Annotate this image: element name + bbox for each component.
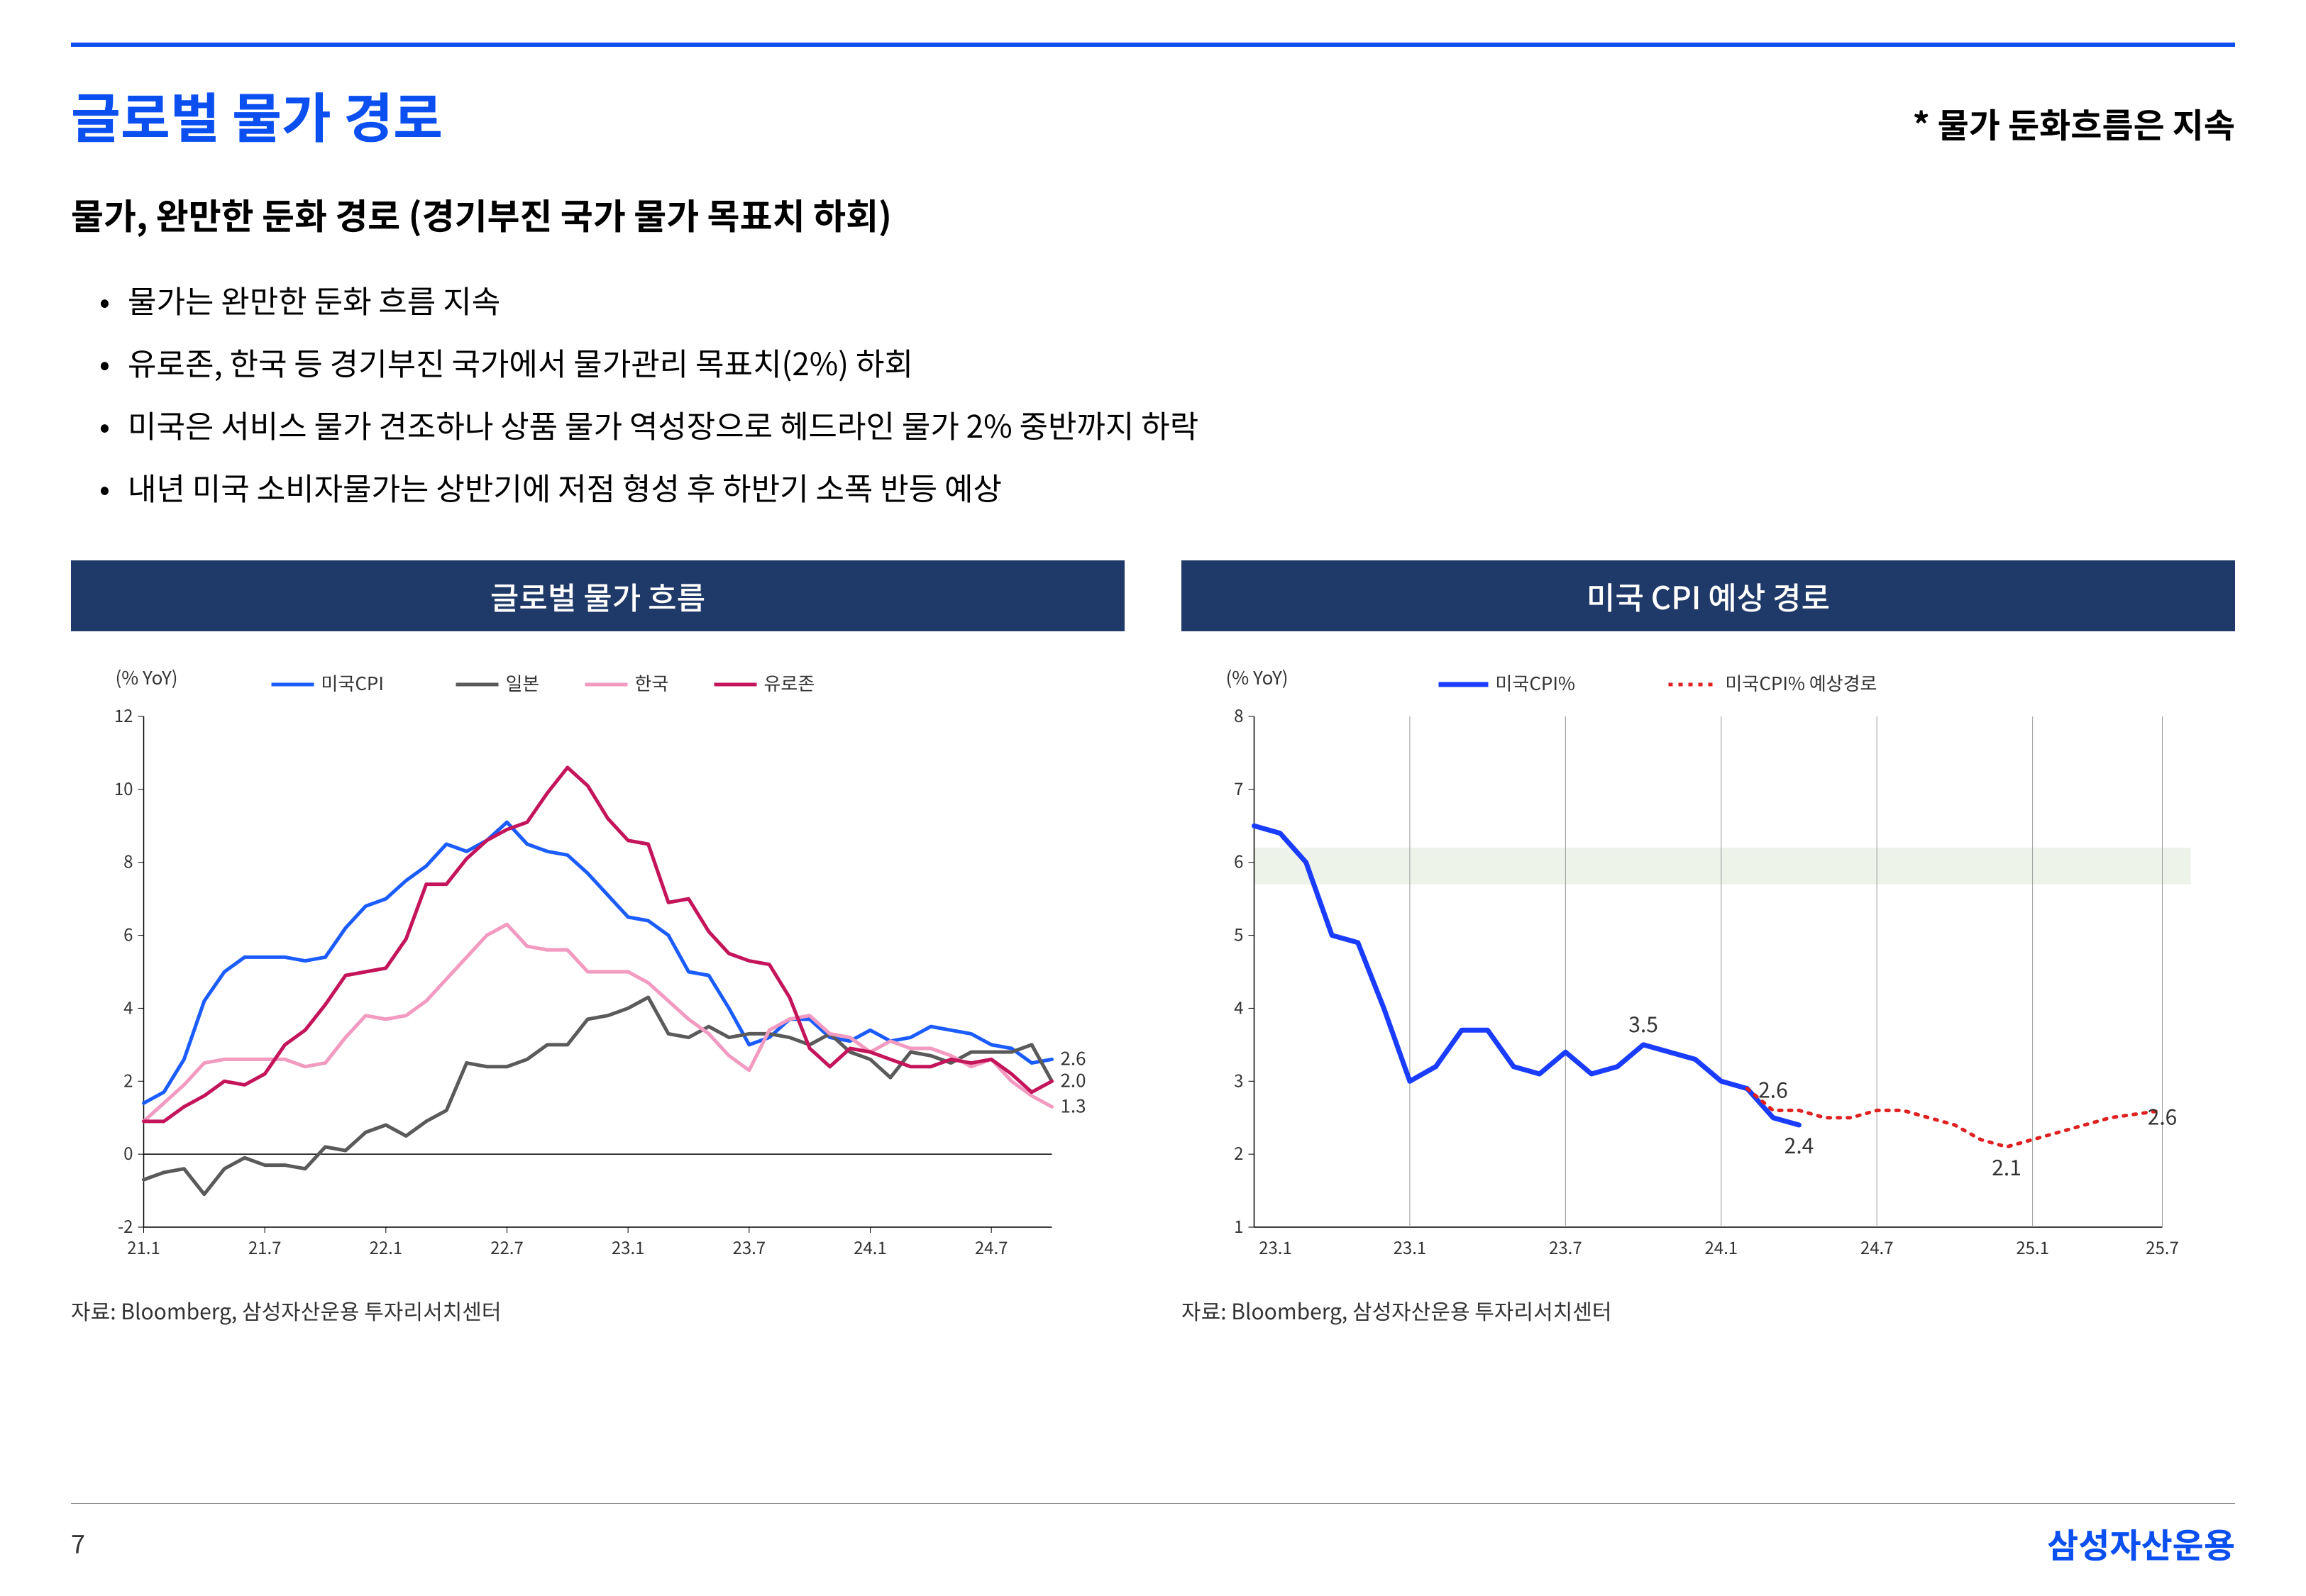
svg-text:25.1: 25.1: [2016, 1234, 2049, 1259]
bullet-item: 내년 미국 소비자물가는 상반기에 저점 형성 후 하반기 소폭 반등 예상: [99, 455, 2235, 518]
svg-text:25.7: 25.7: [2146, 1234, 2179, 1259]
svg-text:21.1: 21.1: [127, 1234, 160, 1259]
chart-left-svg: (% YoY)미국CPI일본한국유로존-202468101221.121.722…: [71, 653, 1125, 1277]
svg-text:2.4: 2.4: [1784, 1129, 1814, 1160]
svg-text:8: 8: [123, 848, 133, 873]
chart-left-panel: 글로벌 물가 흐름 (% YoY)미국CPI일본한국유로존-2024681012…: [71, 560, 1125, 1326]
svg-text:22.7: 22.7: [490, 1234, 524, 1259]
chart-left-title: 글로벌 물가 흐름: [71, 560, 1125, 631]
chart-right-panel: 미국 CPI 예상 경로 (% YoY)미국CPI%미국CPI% 예상경로123…: [1181, 560, 2235, 1326]
svg-text:23.1: 23.1: [1394, 1234, 1427, 1259]
chart-left-source: 자료: Bloomberg, 삼성자산운용 투자리서치센터: [71, 1295, 1125, 1326]
svg-text:12: 12: [114, 702, 133, 727]
svg-text:1.3: 1.3: [1061, 1092, 1086, 1118]
svg-text:미국CPI: 미국CPI: [321, 670, 385, 696]
bullet-item: 미국은 서비스 물가 견조하나 상품 물가 역성장으로 헤드라인 물가 2% 중…: [99, 393, 2235, 455]
section-heading: 물가, 완만한 둔화 경로 (경기부진 국가 물가 목표치 하회): [71, 189, 2235, 240]
svg-text:미국CPI% 예상경로: 미국CPI% 예상경로: [1726, 670, 1877, 696]
svg-text:23.7: 23.7: [733, 1234, 766, 1259]
svg-text:23.1: 23.1: [1259, 1234, 1292, 1259]
bullet-item: 물가는 완만한 둔화 흐름 지속: [99, 268, 2235, 331]
svg-text:0: 0: [123, 1140, 133, 1165]
svg-text:24.7: 24.7: [1860, 1234, 1894, 1259]
svg-text:10: 10: [114, 775, 133, 800]
svg-text:23.1: 23.1: [612, 1234, 645, 1259]
svg-text:2.6: 2.6: [2148, 1099, 2178, 1131]
svg-text:22.1: 22.1: [370, 1234, 403, 1259]
svg-text:24.1: 24.1: [854, 1234, 887, 1259]
bullet-item: 유로존, 한국 등 경기부진 국가에서 물가관리 목표치(2%) 하회: [99, 331, 2235, 393]
svg-text:8: 8: [1234, 702, 1243, 727]
header-note: * 물가 둔화흐름은 지속: [1913, 98, 2235, 148]
svg-text:24.1: 24.1: [1704, 1234, 1738, 1259]
chart-right-title: 미국 CPI 예상 경로: [1181, 560, 2235, 631]
svg-text:2.1: 2.1: [1992, 1151, 2021, 1182]
svg-text:(% YoY): (% YoY): [1226, 664, 1289, 690]
svg-text:유로존: 유로존: [764, 670, 815, 696]
svg-text:23.7: 23.7: [1549, 1234, 1582, 1259]
svg-text:(% YoY): (% YoY): [116, 664, 178, 690]
svg-text:3.5: 3.5: [1628, 1007, 1658, 1038]
svg-text:일본: 일본: [506, 670, 540, 696]
svg-text:미국CPI%: 미국CPI%: [1496, 670, 1575, 696]
svg-text:2: 2: [123, 1067, 133, 1092]
bullet-list: 물가는 완만한 둔화 흐름 지속 유로존, 한국 등 경기부진 국가에서 물가관…: [99, 268, 2235, 518]
svg-text:2.6: 2.6: [1758, 1073, 1788, 1104]
svg-text:6: 6: [123, 921, 133, 946]
svg-text:4: 4: [123, 994, 133, 1019]
brand-logo: 삼성자산운용: [2047, 1518, 2235, 1568]
svg-text:5: 5: [1234, 921, 1243, 946]
chart-right-source: 자료: Bloomberg, 삼성자산운용 투자리서치센터: [1181, 1295, 2235, 1326]
svg-text:4: 4: [1234, 994, 1243, 1019]
svg-text:2: 2: [1234, 1140, 1243, 1165]
svg-text:2.0: 2.0: [1061, 1066, 1086, 1092]
svg-text:1: 1: [1234, 1213, 1243, 1238]
page-number: 7: [71, 1524, 85, 1561]
page-title: 글로벌 물가 경로: [71, 75, 443, 153]
svg-text:21.7: 21.7: [248, 1234, 282, 1259]
footer: 7 삼성자산운용: [71, 1503, 2235, 1568]
top-rule: [71, 43, 2235, 47]
svg-text:6: 6: [1234, 848, 1243, 873]
svg-text:7: 7: [1234, 775, 1243, 800]
charts-row: 글로벌 물가 흐름 (% YoY)미국CPI일본한국유로존-2024681012…: [71, 560, 2235, 1326]
chart-right-svg: (% YoY) 미국CPI% 미국CPI% 예상경로 1 2 3 4 5 6 7 8 23.1 23.7…: [1181, 653, 2235, 1277]
header-row: 글로벌 물가 경로 * 물가 둔화흐름은 지속: [71, 75, 2235, 153]
svg-text:3: 3: [1234, 1067, 1243, 1092]
svg-text:한국: 한국: [635, 670, 669, 696]
svg-text:24.7: 24.7: [975, 1234, 1008, 1259]
